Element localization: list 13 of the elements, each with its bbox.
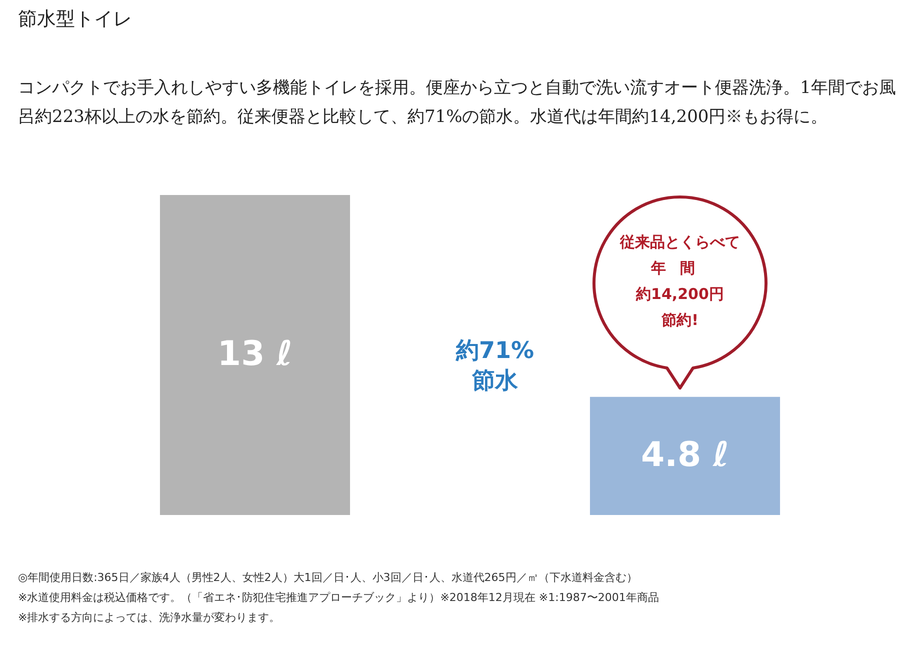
data-label: 4.8 ℓ xyxy=(640,434,730,475)
annotation: 節約! xyxy=(660,310,700,331)
annotation: 約14,200円 xyxy=(634,284,725,305)
annotation: 従来品とくらべて xyxy=(618,232,741,253)
chart-title: 節水型トイレ xyxy=(18,7,132,32)
chart-subtitle: コンパクトでお手入れしやすい多機能トイレを採用。便座から立つと自動で洗い流すオート便器洗浄。1年間でお風呂約223杯以上の水を節約。従来便器と比較して、約71%の節水。水道代は年間約14,200円※もお得に。 xyxy=(18,77,897,129)
data-label: 13 ℓ xyxy=(217,334,293,374)
text: ※水道使用料金は税込価格です。（「省エネ･防犯住宅推進アプローチブック」より）※2018年12月現在 ※1:1987〜2001年商品 xyxy=(18,590,659,606)
annotation: 約71% xyxy=(454,337,536,366)
annotation: 年間 xyxy=(650,258,710,279)
text: ※排水する方向によっては、洗浄水量が変わります。 xyxy=(18,610,282,626)
text: ◎年間使用日数:365日／家族4人（男性2人、女性2人）大1回／日･人、小3回／日･人、水道代265円／㎥（下水道料金含む） xyxy=(18,570,638,586)
annotation: 節水 xyxy=(471,367,519,396)
